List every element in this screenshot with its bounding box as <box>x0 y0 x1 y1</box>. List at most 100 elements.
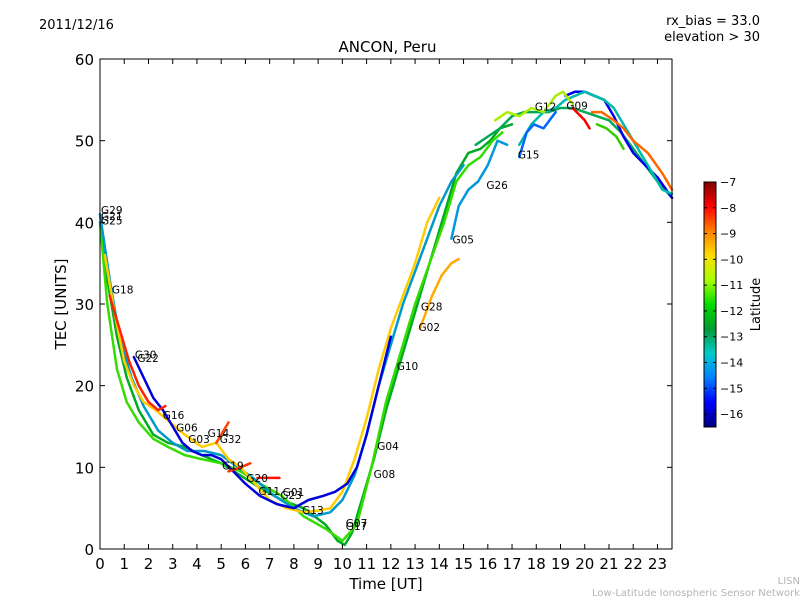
prn-label: G26 <box>486 180 508 192</box>
series-line-trace-o <box>571 106 591 130</box>
axes-layer: 0 1 2 3 4 5 6 7 8 9 10 11 12 13 14 15 16 17 18 19 20 21 22 2301… <box>75 51 672 573</box>
series-line-trace-n <box>590 110 674 191</box>
x-tick-label: 3 <box>168 555 178 573</box>
prn-label: G32 <box>220 434 242 446</box>
colorbar-tick-label: −11 <box>720 279 743 292</box>
x-tick-label: 7 <box>265 555 275 573</box>
series-line-trace-m <box>493 90 574 122</box>
prn-label: G23 <box>280 490 302 502</box>
series-line-trace-f <box>108 294 167 412</box>
colorbar-tick-label: −13 <box>720 331 743 344</box>
x-tick-label: 10 <box>333 555 352 573</box>
prn-label: G19 <box>222 461 244 473</box>
x-tick-label: 0 <box>95 555 105 573</box>
series-line-trace-l <box>518 90 674 196</box>
x-tick-label: 2 <box>144 555 154 573</box>
prn-label: G22 <box>137 353 159 365</box>
x-tick-label: 15 <box>454 555 473 573</box>
date-label: 2011/12/16 <box>39 18 114 33</box>
y-tick-label: 10 <box>75 459 94 477</box>
x-tick-label: 19 <box>551 555 570 573</box>
x-tick-label: 21 <box>599 555 618 573</box>
series-line-trace-q <box>418 257 460 330</box>
prn-label: G15 <box>518 150 540 162</box>
x-tick-label: 18 <box>527 555 546 573</box>
y-tick-label: 20 <box>75 378 94 396</box>
x-tick-label: 11 <box>357 555 376 573</box>
prn-label: G09 <box>566 101 588 113</box>
colorbar-tick-label: −16 <box>720 408 743 421</box>
x-tick-label: 5 <box>216 555 226 573</box>
prn-label: G30 <box>135 350 157 362</box>
series-line-trace-g <box>215 421 230 445</box>
x-tick-label: 8 <box>289 555 299 573</box>
series-line-trace-s <box>518 110 557 159</box>
prn-label: G14 <box>208 428 230 440</box>
prn-label: G03 <box>188 434 210 446</box>
y-tick-label: 0 <box>84 541 94 559</box>
chart-title: ANCON, Peru <box>338 38 437 56</box>
x-tick-label: 13 <box>406 555 425 573</box>
prn-label: G08 <box>374 469 396 481</box>
prn-label: G25 <box>101 216 123 228</box>
x-tick-label: 16 <box>478 555 497 573</box>
credit-short: LISN <box>777 576 800 587</box>
elevation-note: elevation > 30 <box>664 30 760 45</box>
prn-label: G04 <box>377 441 399 453</box>
series-layer <box>98 90 674 547</box>
prn-label: G05 <box>452 234 474 246</box>
colorbar-ticks: −7 −8 −9 −10 −11 −12 −13 −14 −15 −16 <box>704 176 743 421</box>
prn-label-layer: G29G21G25G18G30G22G16G06G03G14G32G19G20G… <box>101 101 588 534</box>
prn-label: G28 <box>421 301 443 313</box>
y-tick-label: 40 <box>75 214 94 232</box>
y-tick-label: 50 <box>75 133 94 151</box>
x-tick-label: 12 <box>381 555 400 573</box>
x-tick-label: 6 <box>241 555 251 573</box>
colorbar-tick-label: −8 <box>720 202 736 215</box>
x-tick-label: 22 <box>624 555 643 573</box>
colorbar <box>703 181 717 428</box>
colorbar-tick-label: −15 <box>720 382 743 395</box>
prn-label: G20 <box>246 473 267 485</box>
y-tick-label: 30 <box>75 296 94 314</box>
series-line-trace-b <box>98 131 504 543</box>
series-line-trace-c <box>98 163 465 518</box>
series-line-trace-a <box>98 123 514 547</box>
x-axis-label: Time [UT] <box>348 575 422 593</box>
colorbar-tick-label: −7 <box>720 176 736 189</box>
prn-label: G02 <box>419 322 441 334</box>
x-tick-label: 17 <box>502 555 521 573</box>
prn-label: G18 <box>112 284 133 296</box>
x-tick-label: 9 <box>313 555 323 573</box>
x-tick-label: 4 <box>192 555 202 573</box>
colorbar-tick-label: −12 <box>720 305 743 318</box>
series-line-trace-p <box>595 123 625 151</box>
series-line-trace-e <box>132 335 393 510</box>
rx-bias-note: rx_bias = 33.0 <box>666 14 760 29</box>
series-line-trace-r <box>450 139 509 240</box>
prn-label: G21 <box>101 211 123 223</box>
prn-label: G07 <box>346 518 368 530</box>
y-axis-label: TEC [UNITS] <box>52 259 70 351</box>
x-tick-label: 23 <box>648 555 667 573</box>
x-tick-label: 14 <box>430 555 449 573</box>
x-tick-label: 20 <box>575 555 594 573</box>
prn-label: G06 <box>176 422 198 434</box>
colorbar-tick-label: −10 <box>720 253 743 266</box>
y-tick-label: 60 <box>75 51 94 69</box>
prn-label: G13 <box>302 505 324 517</box>
prn-label: G17 <box>346 521 368 533</box>
prn-label: G16 <box>163 410 185 422</box>
colorbar-tick-label: −9 <box>720 228 736 241</box>
colorbar-label: Latitude <box>749 278 764 332</box>
prn-label: G01 <box>283 487 305 499</box>
prn-label: G29 <box>101 205 123 217</box>
prn-label: G10 <box>397 361 419 373</box>
credit-long: Low-Latitude Ionospheric Sensor Network <box>592 588 800 599</box>
prn-label: G12 <box>535 101 557 113</box>
colorbar-tick-label: −14 <box>720 357 743 370</box>
prn-label: G11 <box>259 486 281 498</box>
series-line-trace-h <box>227 462 252 473</box>
x-tick-label: 1 <box>119 555 129 573</box>
